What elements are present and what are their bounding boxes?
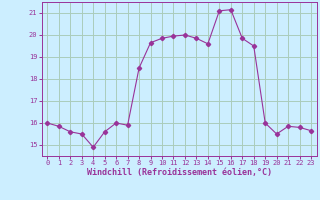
X-axis label: Windchill (Refroidissement éolien,°C): Windchill (Refroidissement éolien,°C) [87, 168, 272, 177]
